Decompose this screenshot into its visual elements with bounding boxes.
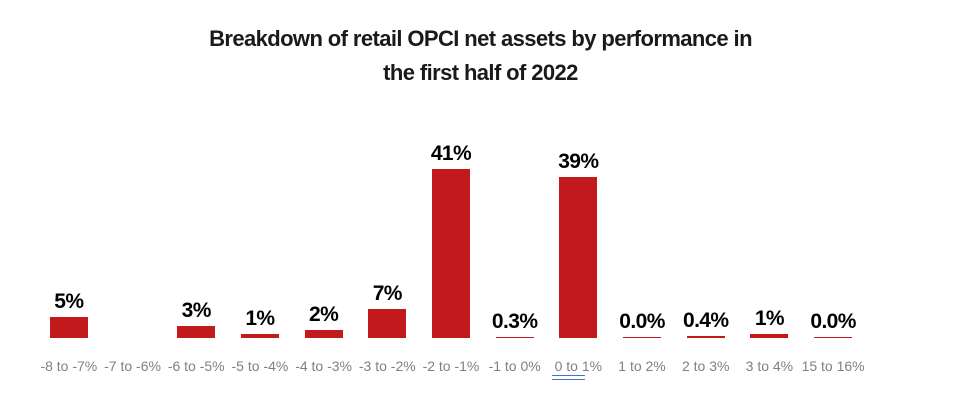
x-axis-category-label: 1 to 2% bbox=[618, 358, 666, 374]
bar bbox=[495, 336, 534, 338]
bar-group bbox=[101, 93, 165, 338]
bar-value-label: 41% bbox=[430, 142, 472, 166]
bar bbox=[686, 336, 725, 338]
x-axis-category-label: 0 to 1% bbox=[554, 358, 603, 374]
bar-value-label: 39% bbox=[558, 150, 599, 174]
grammar-underline-decoration bbox=[552, 375, 585, 380]
bar-group: 0.3% bbox=[483, 93, 547, 338]
bar-value-label: 2% bbox=[309, 302, 339, 326]
bar-group: 0.4% bbox=[674, 93, 738, 338]
bar-value-label: 5% bbox=[54, 290, 84, 314]
bar-group: 39% bbox=[547, 93, 611, 338]
x-axis-category-label: 2 to 3% bbox=[681, 358, 730, 374]
x-axis-category-label: -2 to -1% bbox=[422, 358, 480, 374]
bar bbox=[49, 317, 88, 338]
bar bbox=[814, 336, 853, 338]
chart-title: Breakdown of retail OPCI net assets by p… bbox=[0, 22, 961, 90]
x-axis-category-label: -3 to -2% bbox=[358, 358, 416, 374]
chart-title-line2: the first half of 2022 bbox=[383, 60, 578, 85]
x-axis-category-label: 3 to 4% bbox=[745, 358, 794, 374]
bar-value-label: 0.4% bbox=[682, 309, 729, 333]
bar-group: 0.0% bbox=[610, 93, 674, 338]
plot-area: 5% 3% 1% 2% 7% 41% 0.3% 39% 0.0% 0.4% 1% 0.0% bbox=[37, 93, 865, 338]
bar-group: 2% bbox=[292, 93, 356, 338]
bar-group: 41% bbox=[419, 93, 483, 338]
bar-group: 5% bbox=[37, 93, 101, 338]
bar bbox=[431, 169, 470, 338]
bar bbox=[304, 329, 343, 338]
x-axis-category-label: -5 to -4% bbox=[231, 358, 289, 374]
bar-group: 7% bbox=[355, 93, 419, 338]
bar-group: 1% bbox=[228, 93, 292, 338]
x-axis-category-label: -6 to -5% bbox=[167, 358, 225, 374]
bar-value-label: 7% bbox=[372, 282, 403, 306]
bar bbox=[559, 177, 598, 338]
bar bbox=[623, 336, 662, 338]
bar-group: 0.0% bbox=[801, 93, 865, 338]
bar-value-label: 0.0% bbox=[810, 309, 856, 333]
x-axis-category-label: -4 to -3% bbox=[295, 358, 352, 374]
x-axis-category-label: 15 to 16% bbox=[801, 358, 865, 374]
x-axis-labels: -8 to -7% -7 to -6% -6 to -5% -5 to -4% -4 t… bbox=[37, 357, 865, 375]
bar-value-label: 0.3% bbox=[491, 309, 538, 333]
bar bbox=[750, 333, 789, 338]
bar-group: 3% bbox=[164, 93, 228, 338]
x-axis-category-label: -8 to -7% bbox=[40, 358, 98, 374]
bar-group: 1% bbox=[738, 93, 802, 338]
bar-value-label: 3% bbox=[181, 298, 212, 322]
x-axis-category-label: -7 to -6% bbox=[104, 358, 161, 374]
bar bbox=[368, 309, 407, 338]
bar-value-label: 0.0% bbox=[619, 309, 665, 333]
bar bbox=[177, 325, 216, 338]
bar-value-label: 1% bbox=[754, 306, 785, 330]
x-axis-category-label: -1 to 0% bbox=[488, 358, 541, 374]
chart-title-line1: Breakdown of retail OPCI net assets by p… bbox=[209, 26, 752, 51]
bar-value-label: 1% bbox=[245, 306, 275, 330]
bar bbox=[240, 333, 279, 338]
